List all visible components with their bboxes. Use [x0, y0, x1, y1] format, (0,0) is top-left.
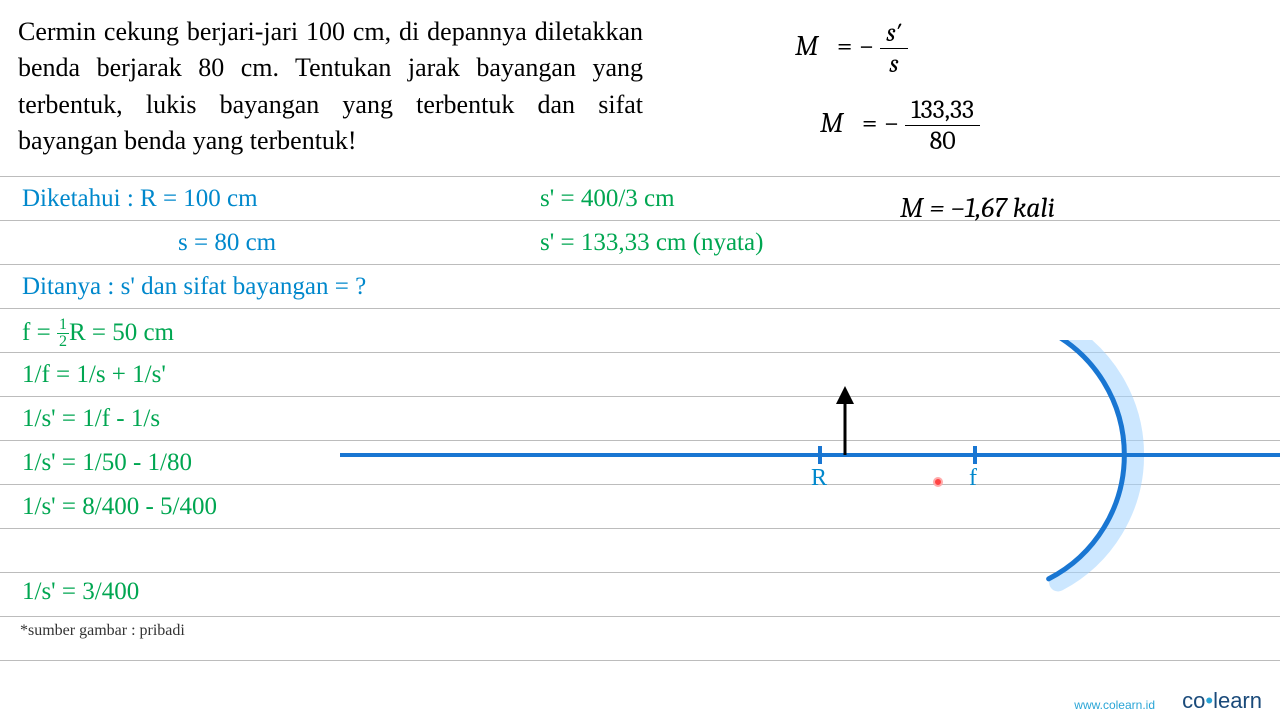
work-l4b: R = 50 cm — [69, 319, 174, 346]
brand-dot: • — [1205, 688, 1213, 713]
object-arrow-head — [836, 386, 854, 404]
mirror-diagram: R f — [340, 340, 1280, 600]
work-line-6: 1/s' = 1/f - 1/s — [22, 405, 160, 433]
eq-den2: 80 — [905, 126, 980, 156]
ruled-line — [0, 308, 1280, 309]
work-result-1: s' = 400/3 cm — [540, 185, 675, 213]
eq-lhs2: M — [820, 107, 843, 139]
ruled-line — [0, 660, 1280, 661]
ruled-line — [0, 616, 1280, 617]
eq-num: s′ — [880, 18, 907, 49]
eq-sign: = − — [837, 30, 874, 62]
label-r: R — [811, 465, 827, 492]
problem-text: Cermin cekung berjari-jari 100 cm, di de… — [18, 14, 643, 160]
footer-url: www.colearn.id — [1074, 698, 1155, 712]
work-result-2: s' = 133,33 cm (nyata) — [540, 229, 763, 257]
work-l4-frac-den: 2 — [57, 334, 69, 350]
work-l4a: f = — [22, 319, 57, 346]
work-line-9: 1/s' = 3/400 — [22, 578, 139, 606]
equation-m-value: M = − 133,33 80 — [820, 95, 980, 156]
pointer-dot — [933, 477, 943, 487]
work-line-8: 1/s' = 8/400 - 5/400 — [22, 493, 217, 521]
equation-m-result: M = −1,67 kali — [900, 192, 1055, 224]
eq-sign2: = − — [862, 107, 899, 139]
ruled-line — [0, 264, 1280, 265]
ruled-line — [0, 176, 1280, 177]
eq-den: s — [880, 49, 907, 79]
work-line-1: Diketahui : R = 100 cm — [22, 185, 258, 213]
footer-brand: co•learn — [1182, 688, 1262, 714]
work-line-3: Ditanya : s' dan sifat bayangan = ? — [22, 273, 366, 301]
equation-m-formula: M = − s′ s — [795, 18, 908, 79]
work-line-4: f = 12R = 50 cm — [22, 317, 174, 350]
work-line-2: s = 80 cm — [178, 229, 276, 257]
work-l4-frac-num: 1 — [57, 317, 69, 334]
label-f: f — [969, 465, 977, 492]
work-line-5: 1/f = 1/s + 1/s' — [22, 361, 166, 389]
image-source-caption: *sumber gambar : pribadi — [20, 622, 185, 640]
eq-num2: 133,33 — [905, 95, 980, 126]
brand-part-b: learn — [1213, 688, 1262, 713]
ruled-line — [0, 220, 1280, 221]
brand-part-a: co — [1182, 688, 1205, 713]
work-line-7: 1/s' = 1/50 - 1/80 — [22, 449, 192, 477]
diagram-svg — [340, 340, 1280, 600]
eq-lhs: M — [795, 30, 818, 62]
